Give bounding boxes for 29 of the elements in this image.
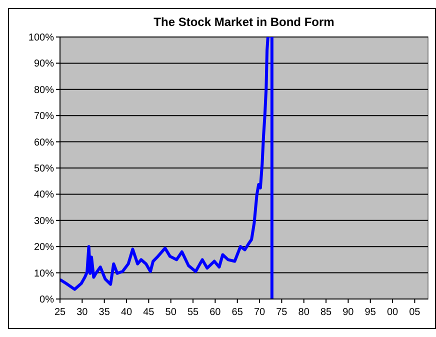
x-tick-label: 05 (409, 307, 421, 318)
y-tick-label: 80% (34, 84, 54, 96)
x-tick-label: 55 (187, 307, 200, 318)
x-tick-label: 75 (276, 307, 288, 318)
x-tick-label: 45 (143, 307, 155, 318)
x-tick-label: 85 (320, 307, 332, 318)
x-tick-label: 65 (232, 307, 244, 318)
y-tick-label: 90% (34, 58, 54, 70)
x-tick-label: 70 (254, 307, 266, 318)
x-tick-label: 90 (342, 307, 354, 318)
y-tick-label: 40% (34, 190, 54, 201)
x-tick-label: 60 (210, 307, 222, 318)
y-tick-label: 30% (34, 216, 54, 227)
x-tick-label: 80 (298, 307, 310, 318)
y-tick-label: 50% (34, 164, 54, 174)
x-tick-label: 40 (120, 307, 133, 318)
y-tick-label: 20% (34, 242, 54, 254)
x-tick-label: 35 (98, 307, 110, 318)
x-tick-label: 25 (54, 307, 66, 318)
y-tick-label: 70% (34, 111, 54, 122)
y-tick-label: 0% (40, 294, 54, 306)
x-tick-label: 30 (76, 307, 88, 318)
x-tick-label: 95 (364, 307, 376, 318)
y-tick-label: 10% (34, 268, 54, 280)
x-tick-label: 00 (386, 307, 399, 318)
y-tick-label: 100% (28, 32, 54, 44)
y-tick-label: 60% (34, 137, 54, 148)
chart-title: The Stock Market in Bond Form (154, 15, 334, 29)
x-tick-label: 50 (165, 307, 177, 318)
